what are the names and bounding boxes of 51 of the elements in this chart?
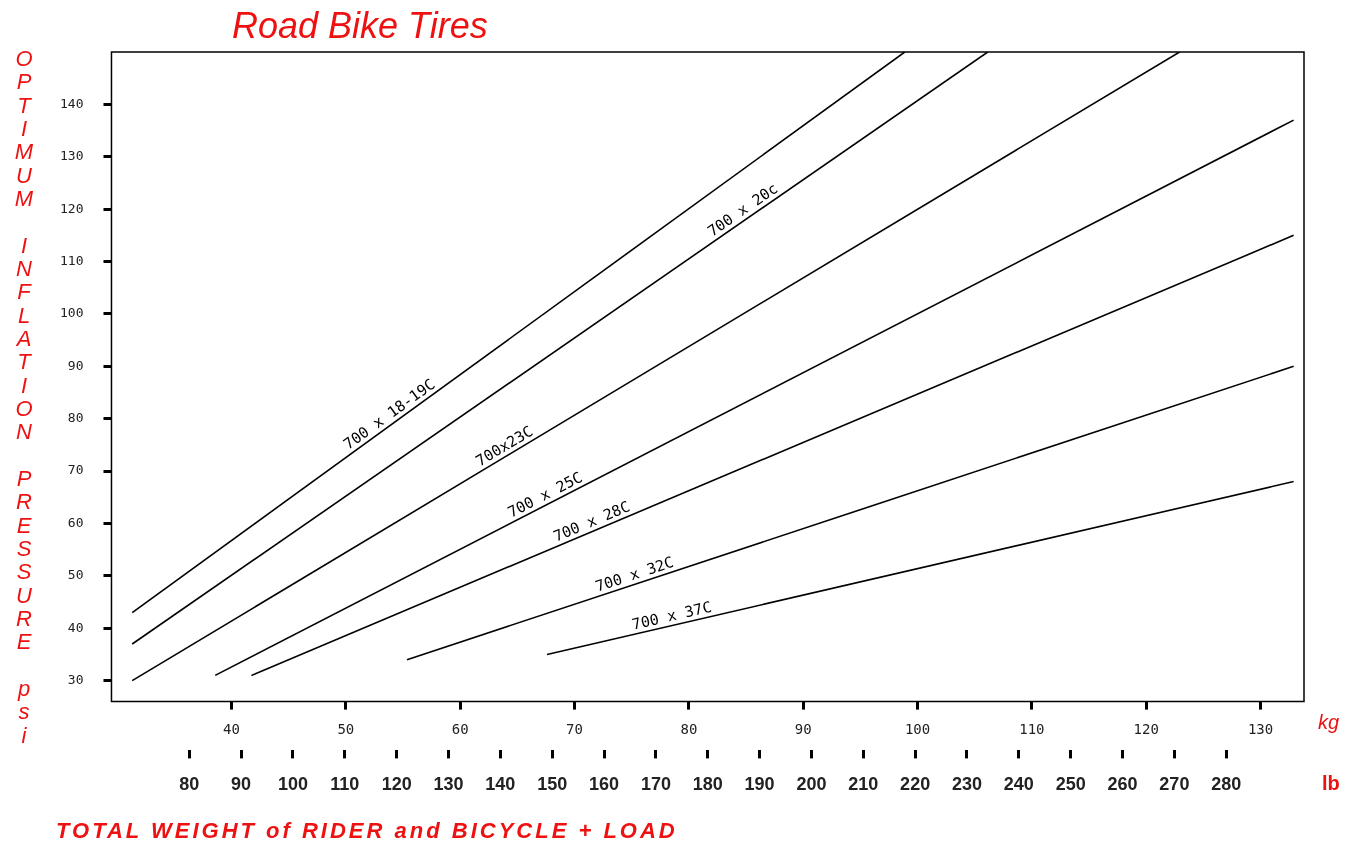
x-tick-label: 170 (640, 774, 671, 795)
x-tick-label: 140 (485, 774, 516, 795)
x-tick-label: 280 (1211, 774, 1242, 795)
x-tick-label: 160 (589, 774, 620, 795)
x-tick-label: 270 (1159, 774, 1190, 795)
text: 700 x 20c (704, 179, 782, 241)
y-tick-label: 100 (60, 305, 84, 321)
y-tick-label: 70 (67, 462, 84, 478)
text: 700 x 37C (630, 597, 714, 634)
x2-tick-label: 120 (1133, 720, 1159, 737)
x-tick-label: 80 (179, 774, 200, 795)
x-tick-label: 100 (277, 774, 308, 795)
x2-tick-label: 80 (680, 720, 698, 737)
x-axis-title: TOTAL WEIGHT of RIDER and BICYCLE + LOAD (56, 818, 678, 844)
x2-tick-label: 60 (451, 720, 469, 737)
x-tick-label: 120 (381, 774, 412, 795)
x-tick-label: 220 (900, 774, 931, 795)
y-tick-label: 130 (60, 148, 84, 164)
chart-title: Road Bike Tires (232, 5, 488, 47)
y-tick-label: 90 (67, 357, 84, 373)
x-tick-label: 240 (1003, 774, 1034, 795)
text: OPTIMUM INFLATION PRESSURE psi (14, 46, 34, 748)
y-tick-label: 30 (67, 672, 84, 688)
x2-tick-label: 130 (1247, 720, 1274, 737)
x2-tick-label: 70 (566, 720, 583, 737)
x-tick-label: 200 (796, 774, 827, 795)
x2-tick-label: 100 (904, 720, 931, 737)
x-tick-label: 250 (1055, 774, 1086, 795)
x-tick-label: 150 (537, 774, 568, 795)
x-tick-label: 230 (951, 774, 983, 795)
y-tick-label: 60 (67, 514, 84, 530)
x2-tick-label: 110 (1019, 720, 1045, 737)
y-tick-label: 40 (67, 619, 84, 635)
x-tick-label: 190 (744, 774, 775, 795)
x-tick-label: 110 (330, 774, 360, 795)
y-tick-label: 120 (60, 200, 84, 216)
x-tick-label: 260 (1107, 774, 1138, 795)
x-tick-label: 90 (231, 774, 252, 795)
x2-tick-label: 50 (337, 720, 355, 737)
x-tick-label: 180 (692, 774, 723, 795)
y-tick-label: 80 (67, 410, 84, 426)
x2-tick-label: 40 (223, 720, 240, 737)
y-tick-label: 50 (67, 567, 84, 583)
text: 700 x 32C (593, 552, 676, 596)
y-tick-label: 140 (60, 95, 84, 111)
x2-axis-title: kg (1318, 711, 1340, 734)
y-tick-label: 110 (60, 252, 84, 268)
x-tick-label: 210 (848, 774, 879, 795)
x2-tick-label: 90 (794, 720, 812, 737)
x-tick-label: 130 (433, 774, 464, 795)
text: lb (1322, 771, 1340, 794)
